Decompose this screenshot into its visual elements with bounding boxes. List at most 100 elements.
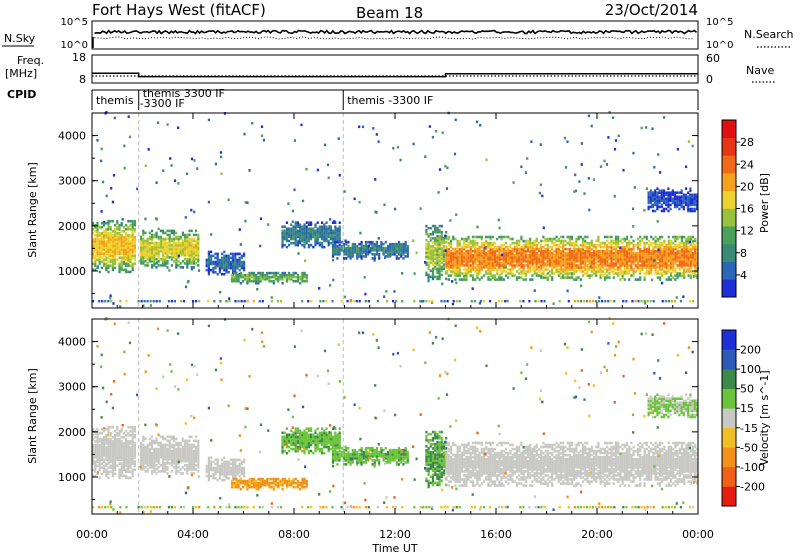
velocity-cell <box>186 455 189 459</box>
power-cell <box>445 277 448 281</box>
velocity-cell <box>122 454 125 457</box>
velocity-cell <box>105 434 108 437</box>
power-cell <box>148 253 151 257</box>
power-cell <box>656 266 659 269</box>
velocity-cell <box>146 443 149 447</box>
power-speckle <box>166 123 169 126</box>
velocity-cell <box>225 462 228 466</box>
velocity-cell <box>120 468 123 472</box>
power-cell <box>665 249 668 253</box>
power-cell <box>210 254 213 258</box>
power-near-range <box>595 300 598 303</box>
power-cell <box>568 253 571 257</box>
velocity-cell <box>175 441 178 445</box>
power-cell <box>425 228 428 232</box>
power-cell <box>573 256 576 259</box>
power-cell <box>425 245 428 248</box>
power-cell <box>606 270 609 273</box>
velocity-cell <box>116 438 119 441</box>
power-cell <box>270 279 273 283</box>
power-near-range <box>352 300 355 303</box>
power-cell <box>673 203 677 207</box>
power-cell <box>496 272 499 275</box>
power-cell <box>667 260 670 263</box>
power-speckle <box>207 118 210 122</box>
power-cell <box>111 238 114 241</box>
power-speckle <box>293 188 296 192</box>
power-speckle <box>305 167 308 171</box>
power-cell <box>151 249 154 253</box>
velocity-cell <box>107 438 110 441</box>
power-speckle <box>363 276 366 279</box>
power-cell <box>643 241 646 245</box>
power-cell <box>218 266 221 270</box>
power-cell <box>680 245 684 249</box>
power-cell <box>166 253 169 257</box>
power-cell <box>557 256 560 259</box>
power-cell <box>502 258 505 261</box>
power-cell <box>643 247 646 251</box>
power-cell <box>645 251 648 255</box>
power-cell <box>225 268 228 272</box>
power-near-range <box>240 300 243 303</box>
power-cell <box>487 260 490 263</box>
nsky-panel: 10^5 10^0 10^5 10^0 N.Sky N.Search <box>2 17 794 51</box>
nsky-frame <box>91 20 699 50</box>
power-cell <box>493 251 497 255</box>
power-cell <box>336 257 339 260</box>
velocity-cell <box>195 457 198 461</box>
power-cell <box>449 264 453 267</box>
power-cell <box>676 245 679 249</box>
power-cell <box>170 264 173 267</box>
velocity-cell <box>144 451 147 455</box>
power-cell <box>524 239 527 243</box>
velocity-cell <box>105 442 108 445</box>
power-cell <box>610 258 613 261</box>
power-speckle <box>504 266 507 269</box>
velocity-cell <box>170 459 173 463</box>
velocity-cell <box>173 462 176 465</box>
power-cell <box>610 260 613 263</box>
power-cell <box>636 253 640 257</box>
velocity-cell <box>131 432 134 435</box>
velocity-cell <box>94 429 97 433</box>
power-cell <box>353 242 357 246</box>
power-cell <box>186 245 189 249</box>
power-cell <box>131 236 134 239</box>
velocity-cell <box>140 447 143 451</box>
power-cell <box>579 243 582 247</box>
power-cell <box>610 249 613 253</box>
power-cell <box>98 232 101 235</box>
velocity-cell <box>127 425 130 429</box>
power-cell <box>665 199 668 203</box>
power-cell <box>672 245 675 249</box>
power-cell <box>125 244 128 247</box>
velocity-cell <box>179 443 182 447</box>
power-cell <box>478 270 481 273</box>
power-cell <box>449 241 453 245</box>
power-speckle <box>377 140 380 143</box>
power-cell <box>329 235 332 239</box>
power-cell <box>400 251 403 254</box>
power-cell <box>597 243 600 247</box>
power-cell <box>125 240 128 243</box>
power-cell <box>166 241 169 245</box>
nsearch-line <box>94 36 695 40</box>
power-cell <box>639 272 642 275</box>
power-cell <box>338 246 341 250</box>
power-near-range <box>155 300 158 303</box>
power-cell <box>467 243 470 247</box>
velocity-cell <box>221 468 224 472</box>
power-cell <box>375 240 379 244</box>
velocity-cell <box>223 478 226 482</box>
power-cell <box>131 264 134 268</box>
velocity-cell <box>129 464 132 468</box>
power-cell <box>531 251 534 255</box>
power-cell <box>116 226 119 229</box>
power-cell <box>676 199 679 203</box>
power-cell <box>129 248 132 251</box>
power-cell <box>546 251 549 255</box>
power-cell <box>371 253 374 256</box>
power-cell <box>606 235 609 239</box>
power-cell <box>463 241 466 245</box>
